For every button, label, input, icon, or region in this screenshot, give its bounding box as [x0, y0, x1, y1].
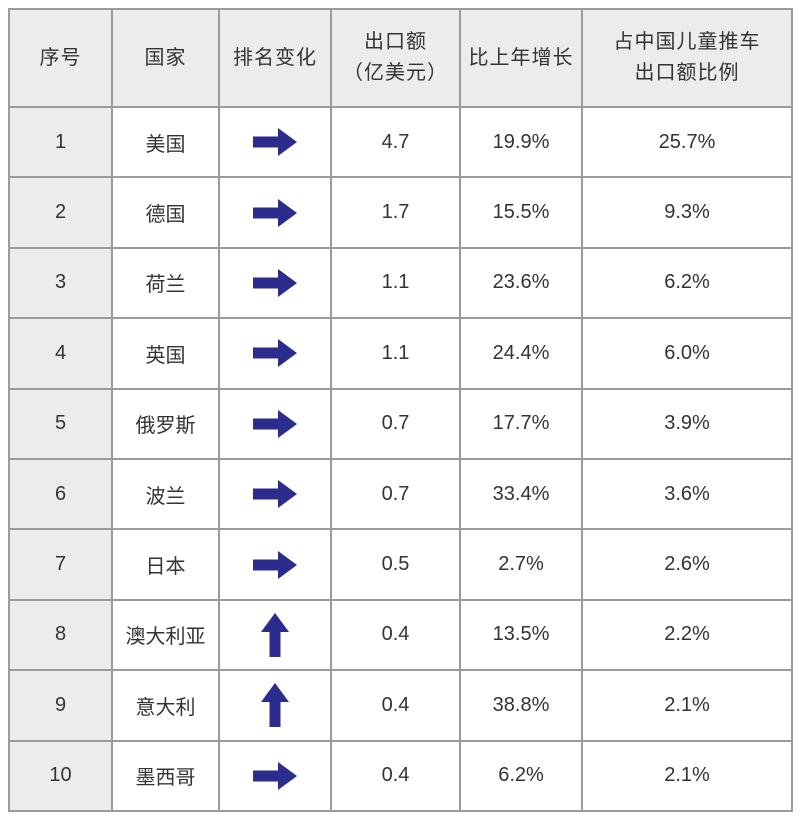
export-value-cell: 0.4 [330, 739, 461, 813]
col-header-share: 占中国儿童推车 出口额比例 [581, 8, 793, 108]
share-cell: 2.6% [581, 528, 793, 601]
arrow-right-icon [253, 268, 297, 297]
table-row: 9 意大利 0.4 38.8% 2.1% [8, 669, 793, 742]
share-cell: 3.6% [581, 457, 793, 531]
export-value-cell: 1.1 [330, 317, 461, 390]
col-header-label: 序号 [39, 46, 82, 69]
arrow-right-icon [253, 550, 297, 579]
share-cell: 2.2% [581, 598, 793, 672]
export-value-cell: 0.4 [330, 598, 461, 672]
yoy-growth-cell: 33.4% [459, 457, 583, 531]
table-row: 1 美国 4.7 19.9% 25.7% [8, 105, 793, 179]
col-header-rank-change: 排名变化 [218, 8, 332, 108]
col-header-label-line1: 占中国儿童推车 [613, 31, 761, 53]
export-value-cell: 0.5 [330, 528, 461, 601]
yoy-growth-cell: 17.7% [459, 387, 583, 460]
rank-cell: 2 [8, 176, 113, 249]
rank-change-cell [218, 739, 332, 813]
rank-cell: 10 [8, 739, 113, 813]
arrow-up-icon [261, 683, 289, 728]
col-header-rank: 序号 [8, 8, 113, 108]
share-cell: 6.0% [581, 317, 793, 390]
share-cell: 3.9% [581, 387, 793, 460]
rank-change-cell [218, 105, 332, 179]
country-cell: 美国 [111, 105, 220, 179]
table-header: 序号 国家 排名变化 出口额 （亿美元） 比上年增长 占中国儿童推车 出口额比例 [8, 8, 793, 108]
table-row: 7 日本 0.5 2.7% 2.6% [8, 528, 793, 601]
share-cell: 2.1% [581, 669, 793, 742]
arrow-right-icon [253, 409, 297, 438]
arrow-right-icon [253, 339, 297, 368]
arrow-right-icon [253, 761, 297, 790]
yoy-growth-cell: 24.4% [459, 317, 583, 390]
export-value-cell: 1.1 [330, 246, 461, 320]
country-cell: 德国 [111, 176, 220, 249]
export-value-cell: 4.7 [330, 105, 461, 179]
rank-cell: 5 [8, 387, 113, 460]
arrow-right-icon [253, 480, 297, 509]
col-header-label: 排名变化 [233, 46, 317, 69]
rank-change-cell [218, 598, 332, 672]
col-header-country: 国家 [111, 8, 220, 108]
rank-change-cell [218, 387, 332, 460]
arrow-right-icon [253, 198, 297, 227]
rank-cell: 6 [8, 457, 113, 531]
export-value-cell: 0.7 [330, 457, 461, 531]
rank-cell: 8 [8, 598, 113, 672]
rank-cell: 1 [8, 105, 113, 179]
rank-change-cell [218, 528, 332, 601]
yoy-growth-cell: 23.6% [459, 246, 583, 320]
share-cell: 25.7% [581, 105, 793, 179]
export-value-cell: 0.7 [330, 387, 461, 460]
col-header-label: 国家 [144, 46, 187, 69]
share-cell: 9.3% [581, 176, 793, 249]
rank-cell: 3 [8, 246, 113, 320]
rank-cell: 9 [8, 669, 113, 742]
country-cell: 日本 [111, 528, 220, 601]
table-row: 5 俄罗斯 0.7 17.7% 3.9% [8, 387, 793, 460]
yoy-growth-cell: 19.9% [459, 105, 583, 179]
arrow-up-icon [261, 612, 289, 657]
country-cell: 俄罗斯 [111, 387, 220, 460]
yoy-growth-cell: 6.2% [459, 739, 583, 813]
export-ranking-table-container: 序号 国家 排名变化 出口额 （亿美元） 比上年增长 占中国儿童推车 出口额比例 [8, 8, 793, 813]
country-cell: 波兰 [111, 457, 220, 531]
table-body: 1 美国 4.7 19.9% 25.7% 2 德国 1.7 15.5% 9.3%… [8, 105, 793, 813]
rank-change-cell [218, 669, 332, 742]
col-header-label-line2: （亿美元） [343, 62, 448, 84]
col-header-export-value: 出口额 （亿美元） [330, 8, 461, 108]
yoy-growth-cell: 13.5% [459, 598, 583, 672]
export-value-cell: 0.4 [330, 669, 461, 742]
col-header-label: 比上年增长 [468, 46, 574, 69]
rank-change-cell [218, 246, 332, 320]
share-cell: 6.2% [581, 246, 793, 320]
rank-cell: 4 [8, 317, 113, 390]
col-header-yoy-growth: 比上年增长 [459, 8, 583, 108]
col-header-label-line2: 出口额比例 [634, 62, 740, 84]
country-cell: 英国 [111, 317, 220, 390]
table-row: 4 英国 1.1 24.4% 6.0% [8, 317, 793, 390]
table-row: 6 波兰 0.7 33.4% 3.6% [8, 457, 793, 531]
country-cell: 澳大利亚 [111, 598, 220, 672]
table-row: 10 墨西哥 0.4 6.2% 2.1% [8, 739, 793, 813]
yoy-growth-cell: 2.7% [459, 528, 583, 601]
col-header-label-line1: 出口额 [364, 31, 427, 53]
share-cell: 2.1% [581, 739, 793, 813]
table-row: 3 荷兰 1.1 23.6% 6.2% [8, 246, 793, 320]
arrow-right-icon [253, 128, 297, 157]
export-value-cell: 1.7 [330, 176, 461, 249]
yoy-growth-cell: 38.8% [459, 669, 583, 742]
rank-change-cell [218, 317, 332, 390]
rank-change-cell [218, 176, 332, 249]
rank-cell: 7 [8, 528, 113, 601]
yoy-growth-cell: 15.5% [459, 176, 583, 249]
table-row: 2 德国 1.7 15.5% 9.3% [8, 176, 793, 249]
rank-change-cell [218, 457, 332, 531]
table-row: 8 澳大利亚 0.4 13.5% 2.2% [8, 598, 793, 672]
country-cell: 荷兰 [111, 246, 220, 320]
header-row: 序号 国家 排名变化 出口额 （亿美元） 比上年增长 占中国儿童推车 出口额比例 [8, 8, 793, 108]
export-ranking-table: 序号 国家 排名变化 出口额 （亿美元） 比上年增长 占中国儿童推车 出口额比例 [8, 8, 793, 813]
country-cell: 墨西哥 [111, 739, 220, 813]
country-cell: 意大利 [111, 669, 220, 742]
